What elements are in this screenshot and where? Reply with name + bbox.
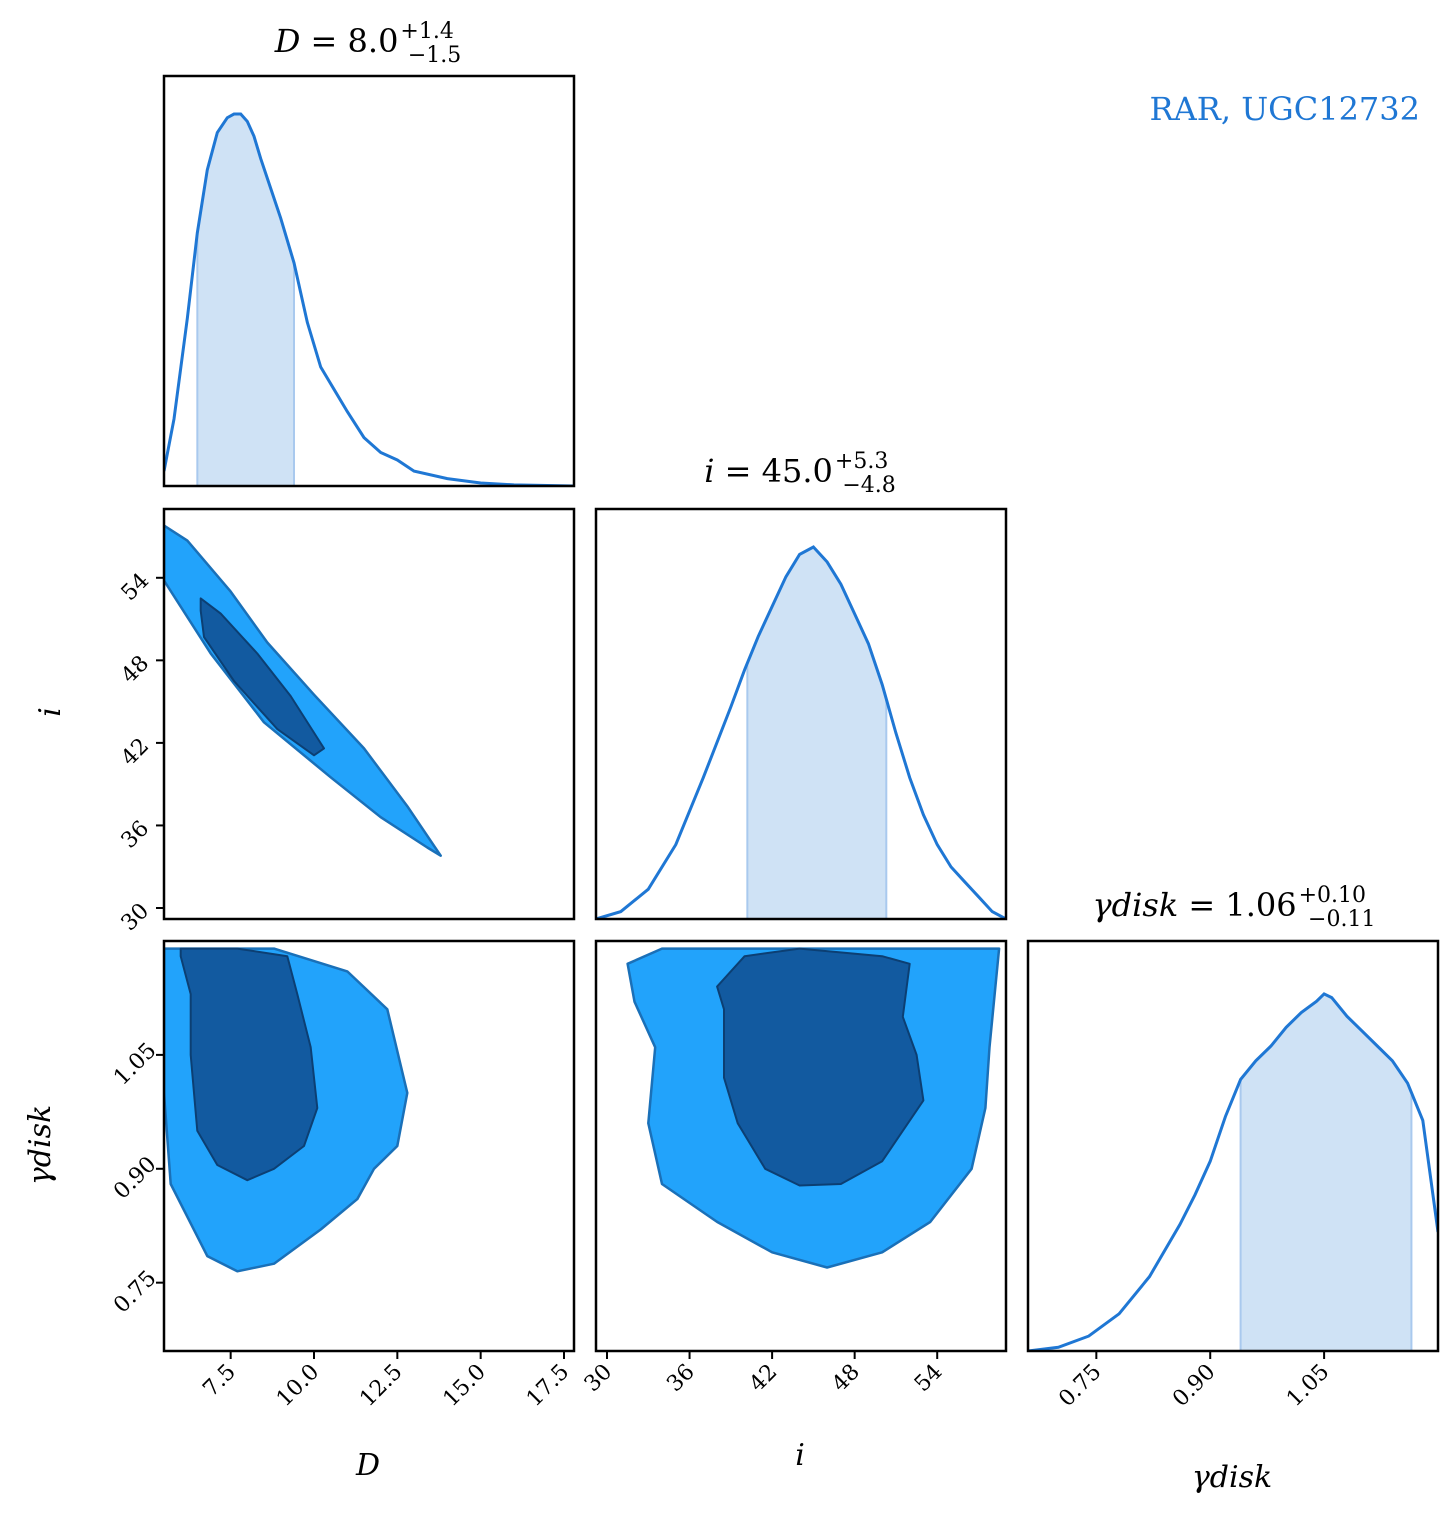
- y-tick-label: 48: [117, 651, 154, 688]
- y-tick-label: 36: [117, 816, 154, 853]
- x-tick-label: 42: [745, 1360, 782, 1397]
- x-tick-label: 0.75: [1054, 1360, 1106, 1412]
- x-tick-label: 7.5: [198, 1360, 240, 1402]
- marginal-panel-1: [594, 507, 1008, 921]
- credible-interval-band: [196, 113, 295, 486]
- title-i: i = 45.0+5.3 −4.8: [704, 449, 895, 498]
- panel-frame: [162, 507, 576, 921]
- marginal-panel-0: [162, 74, 576, 488]
- title-d: D = 8.0+1.4 −1.5: [274, 19, 462, 68]
- y-tick-label: 30: [117, 899, 154, 936]
- x-tick-label: 17.5: [522, 1360, 574, 1412]
- x-tick-label: 30: [580, 1360, 617, 1397]
- y-axis-label-i: i: [33, 707, 68, 717]
- y-tick-label: 1.05: [109, 1038, 161, 1090]
- contour-inner: [199, 597, 325, 757]
- x-axis-label-i: i: [795, 1438, 805, 1473]
- panel-frame: [162, 939, 576, 1353]
- x-tick-label: 12.5: [355, 1360, 407, 1412]
- contour-panel-i-γdisk: [594, 939, 1008, 1353]
- y-axis-label-gamma: γdisk: [23, 1105, 58, 1185]
- marginal-curve: [1028, 992, 1438, 1351]
- panel-frame: [1026, 939, 1440, 1353]
- contour-inner: [716, 947, 925, 1187]
- x-tick-label: 15.0: [439, 1360, 491, 1412]
- marginal-panel-2: [1026, 939, 1440, 1353]
- credible-interval-band: [746, 545, 888, 919]
- x-tick-label: 36: [662, 1360, 699, 1397]
- y-tick-label: 54: [117, 568, 154, 605]
- contour-inner: [179, 947, 319, 1182]
- x-tick-label: 1.05: [1282, 1360, 1334, 1412]
- y-tick-label: 0.75: [109, 1266, 161, 1318]
- marginal-curve: [164, 112, 574, 486]
- contour-panel-D-i: [162, 507, 576, 921]
- panel-frame: [594, 507, 1008, 921]
- y-tick-label: 0.90: [109, 1152, 161, 1204]
- x-tick-label: 0.90: [1168, 1360, 1220, 1412]
- y-tick-label: 42: [117, 734, 154, 771]
- x-tick-label: 10.0: [272, 1360, 324, 1412]
- x-axis-label-gamma: γdisk: [1192, 1460, 1272, 1495]
- panel-frame: [162, 74, 576, 488]
- x-tick-label: 54: [910, 1360, 947, 1397]
- x-axis-label-d: D: [355, 1448, 380, 1483]
- panel-frame: [594, 939, 1008, 1353]
- contour-panel-D-γdisk: [162, 939, 576, 1353]
- contour-outer: [164, 524, 442, 857]
- legend-label: RAR, UGC12732: [1150, 90, 1420, 128]
- x-tick-label: 48: [827, 1360, 864, 1397]
- marginal-curve: [596, 545, 1006, 919]
- title-gamma: γdisk = 1.06+0.10 −0.11: [1093, 883, 1376, 932]
- credible-interval-band: [1239, 992, 1413, 1351]
